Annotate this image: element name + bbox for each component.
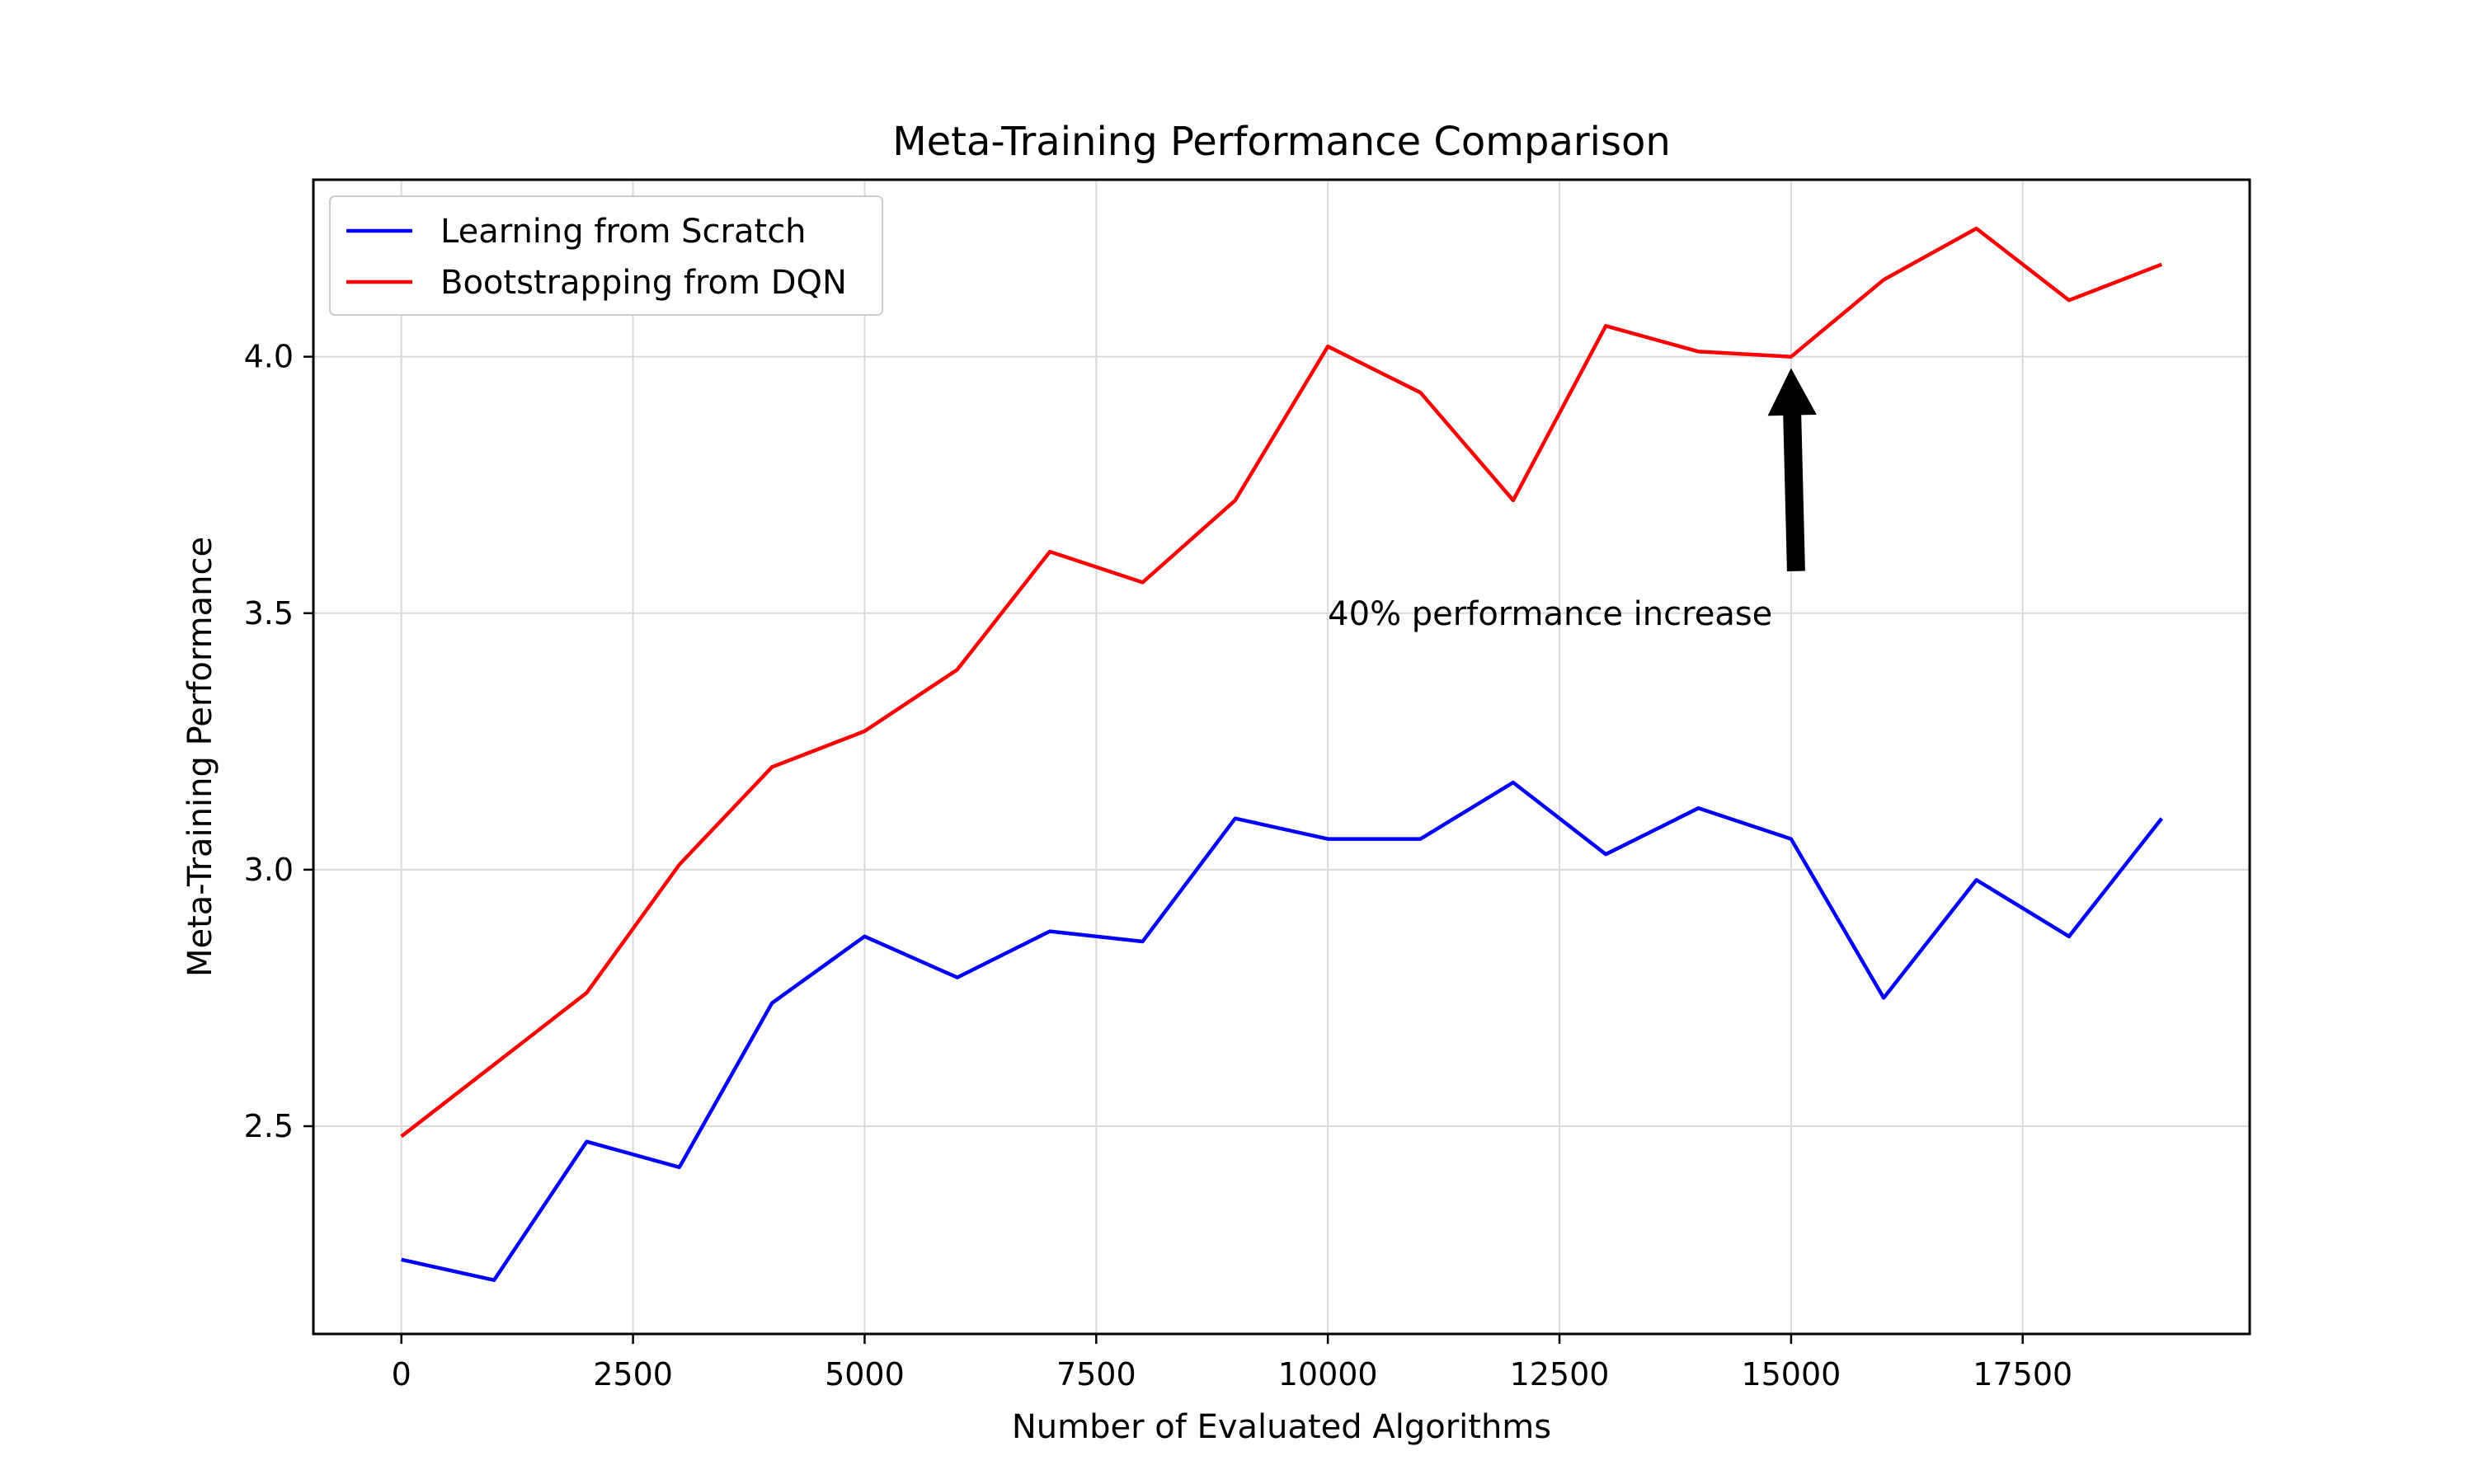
x-tick-label: 17500 [1973, 1356, 2072, 1392]
plot-series [400, 226, 2164, 1282]
annotation-arrow [1767, 368, 1817, 572]
legend: Learning from Scratch Bootstrapping from … [329, 195, 883, 316]
plot-area-frame [312, 178, 2251, 1336]
x-axis-ticks: 0 2500 5000 7500 10000 12500 15000 17500 [392, 1334, 2072, 1392]
x-tick-label: 15000 [1741, 1356, 1841, 1392]
series-line-learning-from-scratch [401, 780, 2164, 1282]
x-tick-label: 12500 [1510, 1356, 1610, 1392]
y-axis-label: Meta-Training Performance [181, 537, 219, 977]
annotations: 40% performance increase [1328, 368, 1817, 633]
y-tick-label: 3.0 [244, 852, 294, 888]
x-tick-label: 7500 [1056, 1356, 1136, 1392]
x-tick-label: 10000 [1278, 1356, 1378, 1392]
y-axis-ticks: 2.5 3.0 3.5 4.0 [244, 339, 313, 1144]
legend-box [329, 195, 883, 316]
x-axis-label: Number of Evaluated Algorithms [1012, 1408, 1551, 1446]
x-tick-label: 0 [392, 1356, 412, 1392]
chart-title: Meta-Training Performance Comparison [892, 119, 1671, 165]
annotation-text: 40% performance increase [1328, 595, 1772, 633]
legend-label: Bootstrapping from DQN [440, 264, 847, 302]
x-tick-label: 5000 [825, 1356, 905, 1392]
y-tick-label: 4.0 [244, 339, 294, 375]
x-tick-label: 2500 [593, 1356, 673, 1392]
legend-label: Learning from Scratch [440, 213, 807, 251]
series-line-bootstrapping-from-dqn [400, 226, 2163, 1139]
grid [313, 180, 2250, 1334]
y-tick-label: 3.5 [244, 595, 294, 632]
y-tick-label: 2.5 [244, 1108, 294, 1144]
